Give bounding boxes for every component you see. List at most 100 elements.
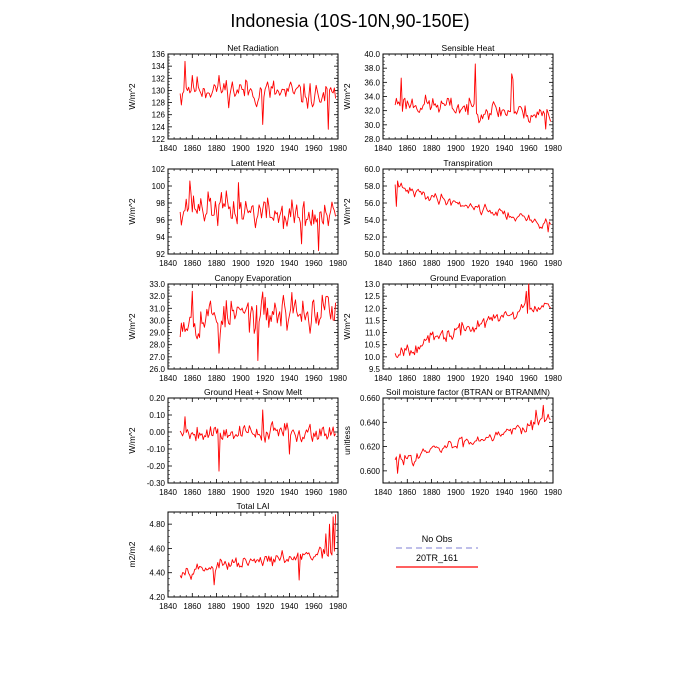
ground-evaporation-xtick-label: 1880 [423,374,441,383]
sensible-heat-ytick-label: 38.0 [364,64,380,73]
sensible-heat-ytick-label: 28.0 [364,135,380,144]
transpiration-xtick-label: 1980 [544,259,562,268]
transpiration-ytick-label: 50.0 [364,250,380,259]
ground-heat-snow-melt-xtick-label: 1960 [305,488,323,497]
ground-heat-snow-melt-xtick-label: 1880 [208,488,226,497]
sensible-heat-title: Sensible Heat [442,43,496,53]
sensible-heat-ytick-label: 30.0 [364,121,380,130]
transpiration-ytick-label: 52.0 [364,233,380,242]
soil-moisture-factor-btran-or-btranmn-xtick-label: 1880 [423,488,441,497]
ground-heat-snow-melt-series-20tr-161 [179,409,336,472]
latent-heat-ytick-label: 92 [156,250,165,259]
canopy-evaporation-ytick-label: 33.0 [149,280,165,289]
ground-evaporation-ytick-label: 11.0 [365,329,381,338]
ground-evaporation-xtick-label: 1980 [544,374,562,383]
latent-heat-title: Latent Heat [231,158,276,168]
legend-label-20tr-161: 20TR_161 [416,553,458,563]
canopy-evaporation-ytick-label: 32.0 [149,292,165,301]
latent-heat-ylabel: W/m^2 [127,198,137,224]
transpiration-xtick-label: 1840 [374,259,392,268]
ground-heat-snow-melt-xtick-label: 1920 [256,488,274,497]
net-radiation-xtick-label: 1980 [329,144,347,153]
ground-evaporation-ytick-label: 12.0 [364,304,380,313]
canopy-evaporation-ytick-label: 28.0 [149,341,165,350]
ground-evaporation-xtick-label: 1920 [471,374,489,383]
soil-moisture-factor-btran-or-btranmn-title: Soil moisture factor (BTRAN or BTRANMN) [386,387,550,397]
canopy-evaporation-ytick-label: 29.0 [149,329,165,338]
canopy-evaporation-xtick-label: 1980 [329,374,347,383]
total-lai-xtick-label: 1860 [183,602,201,611]
soil-moisture-factor-btran-or-btranmn-xtick-label: 1920 [471,488,489,497]
soil-moisture-factor-btran-or-btranmn-ytick-label: 0.640 [360,418,381,427]
sensible-heat-ytick-label: 40.0 [364,50,380,59]
soil-moisture-factor-btran-or-btranmn-ytick-label: 0.660 [360,394,381,403]
net-radiation-title: Net Radiation [227,43,279,53]
canopy-evaporation-ytick-label: 30.0 [149,316,165,325]
ground-evaporation-ytick-label: 12.5 [364,292,380,301]
total-lai-ytick-label: 4.60 [149,544,165,553]
ground-heat-snow-melt-ytick-label: 0.00 [149,428,165,437]
canopy-evaporation-xtick-label: 1880 [208,374,226,383]
ground-evaporation-series-20tr-161 [394,283,551,358]
latent-heat-xtick-label: 1980 [329,259,347,268]
net-radiation-ytick-label: 122 [152,135,166,144]
total-lai-ylabel: m2/m2 [127,541,137,567]
total-lai-title: Total LAI [236,501,269,511]
sensible-heat-xtick-label: 1940 [496,144,514,153]
latent-heat-ytick-label: 100 [152,182,166,191]
ground-heat-snow-melt-xtick-label: 1860 [183,488,201,497]
total-lai-xtick-label: 1960 [305,602,323,611]
sensible-heat-xtick-label: 1880 [423,144,441,153]
net-radiation-ytick-label: 136 [152,50,166,59]
net-radiation-xtick-label: 1900 [232,144,250,153]
total-lai-series-20tr-161 [179,514,337,586]
ground-evaporation-xtick-label: 1940 [496,374,514,383]
panels: Net Radiation 1840 1860 1880 1900 1920 1940 196… [127,43,562,611]
total-lai-xtick-label: 1840 [159,602,177,611]
canopy-evaporation-xtick-label: 1940 [281,374,299,383]
ground-evaporation-ytick-label: 11.5 [365,316,381,325]
latent-heat-xtick-label: 1940 [281,259,299,268]
latent-heat-ytick-label: 96 [156,216,165,225]
ground-heat-snow-melt-title: Ground Heat + Snow Melt [204,387,303,397]
legend: No Obs 20TR_161 [396,534,478,568]
net-radiation-xtick-label: 1940 [281,144,299,153]
ground-heat-snow-melt-ytick-label: -0.30 [147,479,166,488]
transpiration-xtick-label: 1900 [447,259,465,268]
latent-heat-series-20tr-161 [179,180,337,252]
ground-evaporation-xtick-label: 1900 [447,374,465,383]
soil-moisture-factor-btran-or-btranmn-ytick-label: 0.620 [360,443,381,452]
transpiration-ytick-label: 60.0 [364,165,380,174]
panel-canopy-evaporation: Canopy Evaporation 1840 1860 1880 1900 1920 19… [127,273,347,383]
ground-heat-snow-melt-ytick-label: 0.20 [149,394,165,403]
transpiration-xtick-label: 1940 [496,259,514,268]
total-lai-xtick-label: 1980 [329,602,347,611]
canopy-evaporation-series-20tr-161 [179,290,337,361]
panel-latent-heat: Latent Heat 1840 1860 1880 1900 1920 1940 1960 1… [127,158,347,268]
latent-heat-xtick-label: 1840 [159,259,177,268]
sensible-heat-ylabel: W/m^2 [342,83,352,109]
transpiration-ylabel: W/m^2 [342,198,352,224]
total-lai-xtick-label: 1880 [208,602,226,611]
figure-title: Indonesia (10S-10N,90-150E) [230,11,469,31]
sensible-heat-ytick-label: 32.0 [364,107,380,116]
ground-evaporation-ytick-label: 13.0 [364,280,380,289]
panel-ground-evaporation: Ground Evaporation 1840 1860 1880 1900 1920 19… [342,273,562,383]
transpiration-ytick-label: 58.0 [364,182,380,191]
net-radiation-ytick-label: 128 [152,99,166,108]
transpiration-xtick-label: 1920 [471,259,489,268]
soil-moisture-factor-btran-or-btranmn-ylabel: unitless [342,426,352,455]
total-lai-xtick-label: 1920 [256,602,274,611]
net-radiation-series-20tr-161 [179,60,337,130]
net-radiation-xtick-label: 1960 [305,144,323,153]
sensible-heat-ytick-label: 36.0 [364,78,380,87]
canopy-evaporation-xtick-label: 1900 [232,374,250,383]
sensible-heat-xtick-label: 1960 [520,144,538,153]
transpiration-ytick-label: 56.0 [364,199,380,208]
sensible-heat-series-20tr-161 [394,63,552,130]
canopy-evaporation-ylabel: W/m^2 [127,313,137,339]
canopy-evaporation-xtick-label: 1840 [159,374,177,383]
latent-heat-xtick-label: 1920 [256,259,274,268]
ground-heat-snow-melt-xtick-label: 1840 [159,488,177,497]
